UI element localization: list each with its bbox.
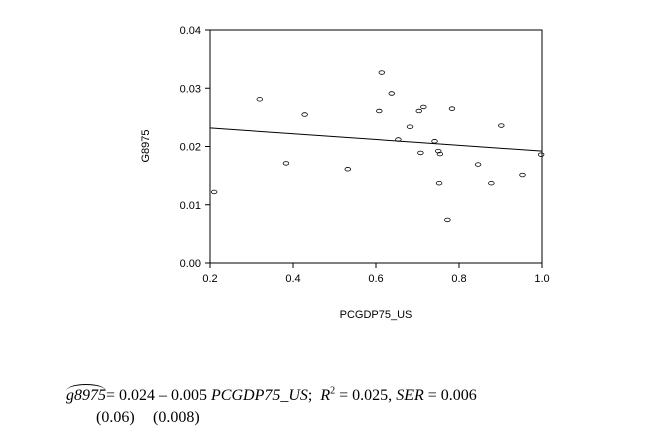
data-point [415,108,422,114]
x-tick-label: 0.8 [451,273,466,285]
data-point [301,112,308,117]
plot-frame [209,29,543,264]
data-point [488,180,495,186]
x-tick-label: 0.2 [202,273,217,285]
y-axis: 0.00 0.01 0.02 0.03 0.04 [180,25,210,270]
fit-line [209,127,543,152]
standard-error-intercept: (0.06) [96,409,135,426]
x-tick-label: 0.4 [285,273,300,285]
r-squared-symbol: R [320,387,331,404]
standard-error-slope: (0.008) [153,409,200,426]
data-point [448,106,456,111]
ser-symbol: SER [396,387,424,404]
data-point [282,161,290,166]
data-point [519,172,526,178]
x-tick-label: 0.6 [368,273,383,285]
y-axis-title: G8975 [140,129,152,162]
ser-value: = 0.006 [427,387,477,404]
r-squared-value: = 0.025, [339,387,393,404]
y-tick-label: 0.00 [180,258,201,270]
data-point [498,123,505,128]
data-point [537,152,545,157]
data-point [435,148,442,154]
x-axis-title: PCGDP75_US [340,309,413,321]
r-squared-exponent: 2 [330,385,336,397]
data-point [376,108,383,114]
data-point [444,217,451,223]
data-point [435,180,443,186]
points-layer [210,70,545,223]
data-point [378,70,386,75]
scatter-chart: 0.2 0.4 0.6 0.8 1.0 0.00 0.01 0.02 0.03 0.04 PCG… [140,25,550,321]
data-point [431,139,438,144]
equation-intercept: 0.024 [119,387,156,404]
data-point [344,167,351,172]
data-point [474,162,482,167]
data-point [417,150,424,156]
y-tick-label: 0.01 [180,200,201,212]
x-axis: 0.2 0.4 0.6 0.8 1.0 [202,263,550,285]
regression-equation: g8975= 0.024 – 0.005 PCGDP75_US; R2 = 0.… [66,384,477,405]
equation-regressor: PCGDP75_US [211,387,308,404]
data-point [388,91,395,96]
data-point [256,97,263,102]
data-point [406,124,414,129]
equation-minus: – [159,387,168,404]
data-point [436,151,444,157]
y-tick-label: 0.03 [180,83,201,95]
y-tick-label: 0.02 [180,142,201,154]
data-point [210,189,218,195]
equation-slope: 0.005 [171,387,208,404]
data-point [420,104,427,110]
equation-separator: ; [307,387,313,404]
equation-equals: = [106,387,116,404]
x-tick-label: 1.0 [534,273,549,285]
equation-lhs: g8975 [66,384,106,404]
data-point [395,137,402,142]
y-tick-label: 0.04 [180,25,201,37]
